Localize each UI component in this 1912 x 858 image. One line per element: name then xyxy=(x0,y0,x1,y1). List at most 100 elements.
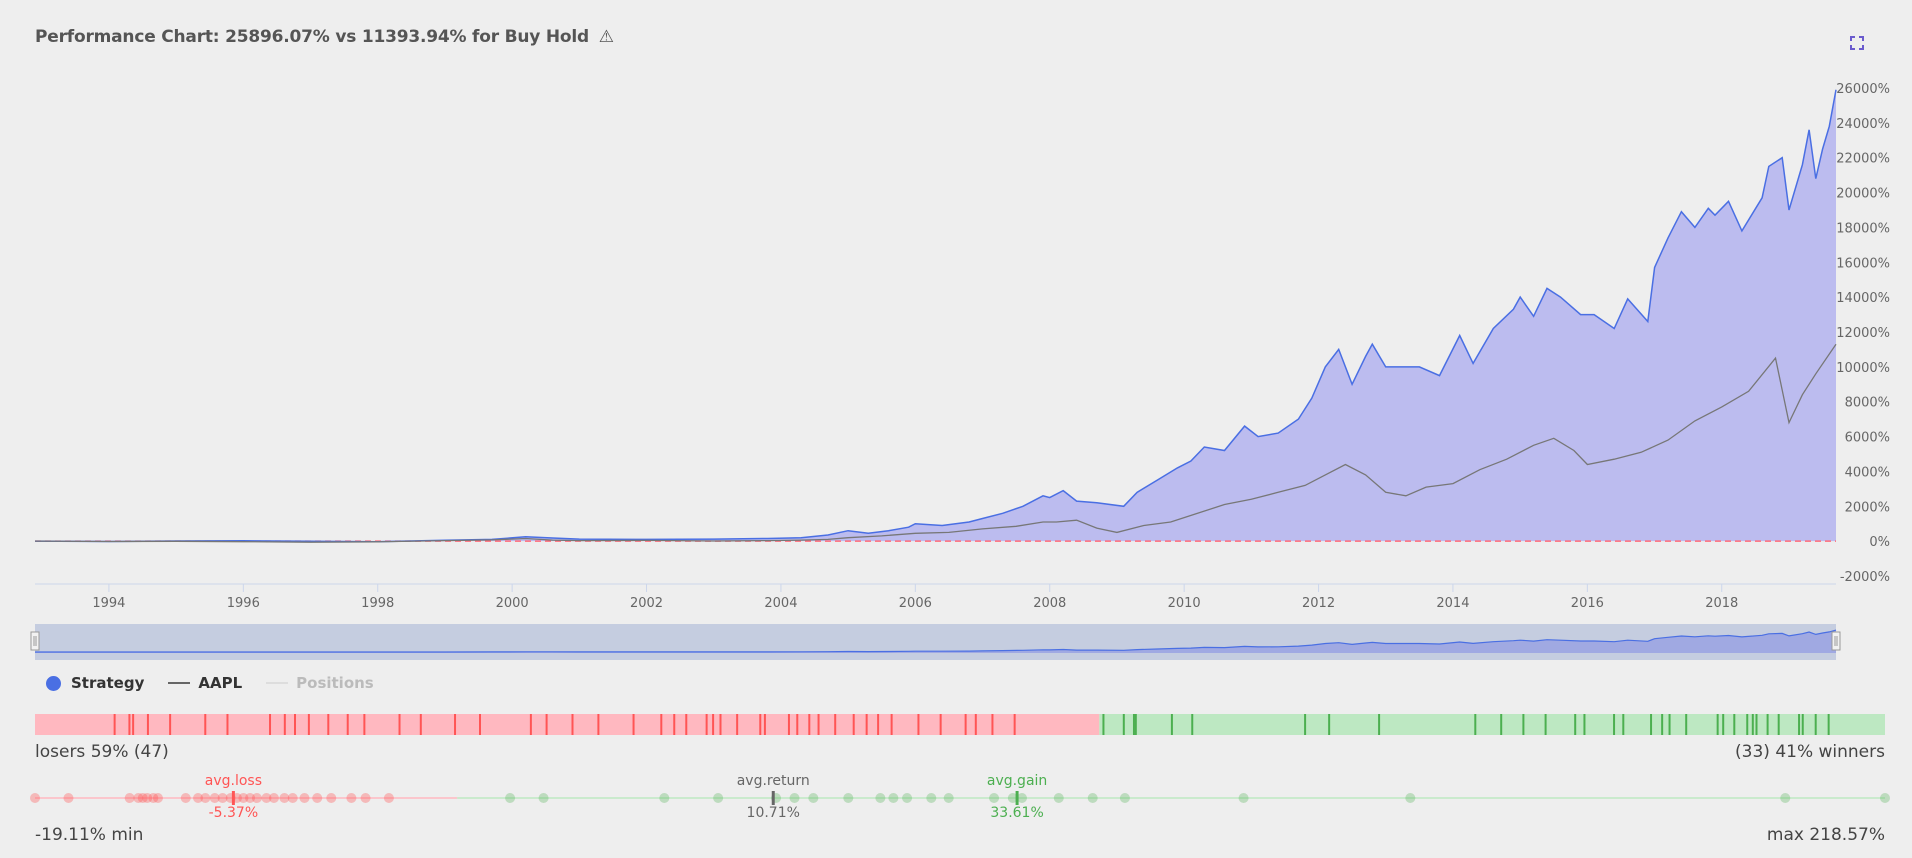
y-tick-label: 24000% xyxy=(1836,117,1890,132)
trade-return-dot xyxy=(538,793,549,803)
trade-return-dot xyxy=(1880,793,1890,803)
loser-trade-tick xyxy=(808,714,811,735)
winners-label: (33) 41% winners xyxy=(1735,742,1885,762)
loser-trade-tick xyxy=(705,714,708,735)
trade-return-dot xyxy=(326,793,337,803)
legend-label: AAPL xyxy=(198,674,243,692)
trade-return-dot xyxy=(360,793,371,803)
trade-return-dot xyxy=(926,793,937,803)
plot-area xyxy=(34,89,1837,543)
trade-return-dot xyxy=(888,793,899,803)
avg-gain-marker xyxy=(1015,791,1019,805)
trade-return-dot xyxy=(808,793,819,803)
trade-return-dot xyxy=(193,793,204,803)
loser-trade-tick xyxy=(759,714,762,735)
aapl-line xyxy=(34,343,1837,543)
loser-trade-tick xyxy=(719,714,722,735)
loser-trade-tick xyxy=(529,714,532,735)
trade-return-dot xyxy=(217,793,228,803)
winner-trade-tick xyxy=(1102,714,1105,735)
strategy-area xyxy=(35,89,1836,542)
navigator-left-handle[interactable] xyxy=(30,631,40,651)
fullscreen-icon[interactable] xyxy=(1850,36,1864,50)
loser-trade-tick xyxy=(346,714,349,735)
y-tick-label: 10000% xyxy=(1836,361,1890,376)
loser-trade-tick xyxy=(865,714,868,735)
trade-return-dot xyxy=(1053,793,1064,803)
trade-return-dot xyxy=(245,793,256,803)
loser-trade-tick xyxy=(146,714,149,735)
loser-trade-tick xyxy=(113,714,116,735)
y-tick-label: 0% xyxy=(1869,535,1890,550)
winner-trade-tick xyxy=(1751,714,1754,735)
winner-trade-tick xyxy=(1613,714,1616,735)
loser-trade-tick xyxy=(974,714,977,735)
y-tick-label: 20000% xyxy=(1836,187,1890,202)
winner-trade-tick xyxy=(1583,714,1586,735)
avg-loss-marker xyxy=(231,791,235,805)
navigator-right-handle[interactable] xyxy=(1831,631,1841,651)
winner-trade-tick xyxy=(1755,714,1758,735)
y-tick-label: 18000% xyxy=(1836,221,1890,236)
trade-return-dot xyxy=(238,793,249,803)
winner-trade-tick xyxy=(1522,714,1525,735)
loser-trade-tick xyxy=(852,714,855,735)
loser-trade-tick xyxy=(398,714,401,735)
winner-trade-tick xyxy=(1766,714,1769,735)
y-tick-label: 2000% xyxy=(1845,500,1890,515)
loser-trade-tick xyxy=(712,714,715,735)
trade-return-dot xyxy=(287,793,298,803)
avg-gain-label: avg.gain xyxy=(986,773,1048,789)
loser-trade-tick xyxy=(363,714,366,735)
trade-return-dot xyxy=(261,793,272,803)
chart-title: Performance Chart: 25896.07% vs 11393.94… xyxy=(35,27,614,47)
max-label: max 218.57% xyxy=(1766,825,1885,845)
loser-trade-tick xyxy=(890,714,893,735)
trade-return-dot xyxy=(124,793,135,803)
trade-return-dot xyxy=(200,793,211,803)
trade-return-dot xyxy=(843,793,854,803)
legend-item-positions[interactable]: Positions xyxy=(266,674,374,692)
trade-return-dot xyxy=(30,793,40,803)
trade-return-dot xyxy=(148,793,159,803)
warning-icon: ⚠ xyxy=(598,27,614,47)
winner-trade-tick xyxy=(1170,714,1173,735)
y-tick-label: 26000% xyxy=(1836,82,1890,97)
x-tick-label: 2000 xyxy=(496,596,529,611)
winner-trade-tick xyxy=(1777,714,1780,735)
y-axis: -2000% 0% 2000% 4000% 6000% 8000% 10000% 12000%… xyxy=(1836,82,1890,585)
y-tick-label: 12000% xyxy=(1836,326,1890,341)
trade-return-dot xyxy=(1405,793,1416,803)
trade-return-dot xyxy=(346,793,357,803)
winner-trade-tick xyxy=(1814,714,1817,735)
trade-return-dot xyxy=(1007,793,1018,803)
y-tick-label: -2000% xyxy=(1840,570,1890,585)
loser-trade-tick xyxy=(939,714,942,735)
legend-item-strategy[interactable]: Strategy xyxy=(46,674,144,692)
trade-return-dot xyxy=(268,793,279,803)
x-tick-label: 2004 xyxy=(764,596,797,611)
loser-trade-tick xyxy=(454,714,457,735)
trade-return-dot xyxy=(383,793,394,803)
navigator[interactable] xyxy=(30,624,1841,660)
x-tick-label: 1998 xyxy=(361,596,394,611)
avg-loss-value: -5.37% xyxy=(208,805,259,821)
trade-return-dot xyxy=(180,793,191,803)
avg-loss-label: avg.loss xyxy=(204,773,262,789)
winner-trade-tick xyxy=(1798,714,1801,735)
trade-return-dot xyxy=(299,793,310,803)
trade-return-dot xyxy=(251,793,262,803)
trade-return-dot xyxy=(1780,793,1791,803)
trade-return-dot xyxy=(279,793,290,803)
trade-return-dot xyxy=(1087,793,1098,803)
winner-trade-tick xyxy=(1474,714,1477,735)
x-tick-label: 2002 xyxy=(630,596,663,611)
legend-item-aapl[interactable]: AAPL xyxy=(168,674,242,692)
trade-return-dot xyxy=(209,793,220,803)
aapl-line-icon xyxy=(168,682,191,684)
loser-trade-tick xyxy=(834,714,837,735)
loser-trade-tick xyxy=(307,714,310,735)
legend-label: Strategy xyxy=(71,674,145,692)
y-tick-label: 4000% xyxy=(1845,465,1890,480)
loser-trade-tick xyxy=(763,714,766,735)
